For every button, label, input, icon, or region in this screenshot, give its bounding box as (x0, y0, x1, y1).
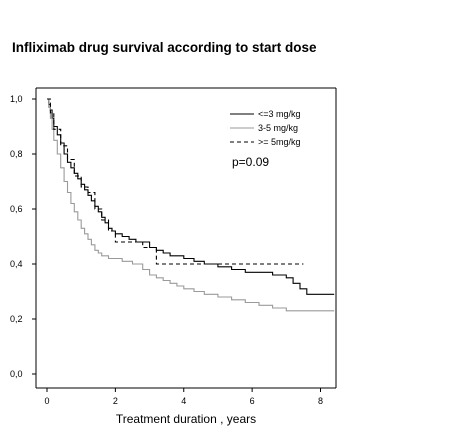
y-tick-label: 0,6 (10, 204, 23, 214)
y-tick-label: 0,4 (10, 259, 23, 269)
y-tick-label: 0,8 (10, 149, 23, 159)
p-value-annotation: p=0.09 (232, 155, 269, 169)
y-tick-label: 0,2 (10, 314, 23, 324)
x-tick-label: 6 (250, 396, 255, 406)
legend-label-ge-5: >= 5mg/kg (258, 137, 301, 147)
legend-label-le-3: <=3 mg/kg (258, 109, 301, 119)
x-axis-ticks: 0 2 4 6 8 (44, 388, 323, 406)
y-axis-ticks: 0,0 0,2 0,4 0,6 0,8 1,0 (10, 94, 36, 379)
x-tick-label: 4 (181, 396, 186, 406)
x-tick-label: 0 (44, 396, 49, 406)
y-tick-label: 1,0 (10, 94, 23, 104)
x-tick-label: 8 (318, 396, 323, 406)
series-3-5-line (47, 98, 335, 312)
series-layer (47, 98, 335, 312)
series-ge-5-line (47, 98, 304, 265)
legend: <=3 mg/kg 3-5 mg/kg >= 5mg/kg (230, 109, 301, 147)
x-axis-label: Treatment duration , years (116, 412, 256, 426)
x-tick-label: 2 (113, 396, 118, 406)
y-tick-label: 0,0 (10, 369, 23, 379)
chart-title: Infliximab drug survival according to st… (12, 40, 317, 55)
legend-label-3-5: 3-5 mg/kg (258, 123, 298, 133)
